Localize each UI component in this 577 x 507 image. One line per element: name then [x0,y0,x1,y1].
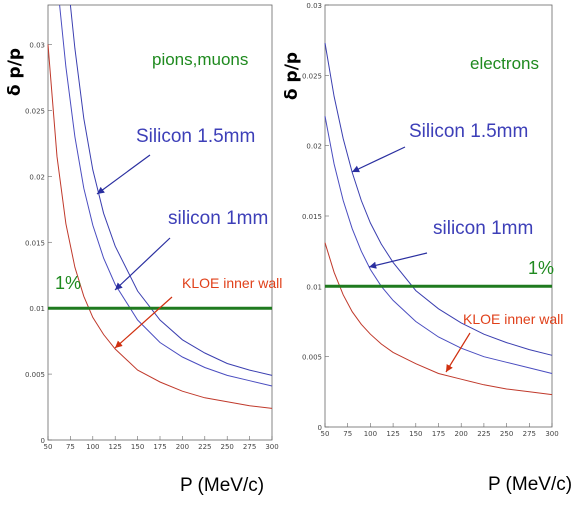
y-tick-label: 0.01 [306,283,322,291]
series-line [69,4,273,376]
x-tick-label: 75 [343,430,352,438]
x-tick-label: 200 [176,443,189,451]
y-tick-label: 0.025 [25,107,45,115]
series-line [324,116,553,374]
x-tick-label: 300 [265,443,278,451]
x-tick-label: 250 [221,443,234,451]
axis-ticks: 50 75 100 125 150 175 200 225 250 275 300 0 0.005 0.0… [25,42,279,451]
series-line [59,4,273,387]
x-tick-label: 200 [455,430,468,438]
y-tick-label: 0.02 [29,173,45,181]
x-tick-label: 300 [545,430,558,438]
y-tick-label: 0 [41,437,45,445]
y-tick-label: 0 [318,424,322,432]
y-tick-label: 0.015 [25,239,45,247]
x-axis-label: P (MeV/c) [180,475,264,496]
annotation-one-percent: 1% [528,258,554,278]
series-line [47,44,273,409]
arrow-kloe [445,332,471,373]
annotation-silicon-1mm: silicon 1mm [433,218,533,239]
annotation-silicon-1-5mm: Silicon 1.5mm [409,121,528,142]
x-tick-label: 150 [131,443,144,451]
x-tick-label: 225 [198,443,211,451]
annotation-one-percent: 1% [55,273,81,293]
x-tick-label: 100 [364,430,377,438]
x-tick-label: 125 [386,430,399,438]
y-tick-label: 0.02 [306,143,322,151]
annotation-pions-muons: pions,muons [152,50,248,69]
arrow-silicon-1-5mm [351,146,406,173]
axis-ticks: 50 75 100 125 150 175 200 225 250 275 300 0 0.005 0.0… [302,2,559,438]
x-tick-label: 275 [243,443,256,451]
arrow-silicon-1-5mm [96,154,151,195]
annotation-silicon-1mm: silicon 1mm [168,208,268,229]
series-line [324,42,553,356]
y-tick-label: 0.01 [29,305,45,313]
x-tick-label: 175 [432,430,445,438]
x-tick-label: 175 [153,443,166,451]
y-tick-label: 0.015 [302,213,322,221]
series-line [324,242,553,396]
y-axis-label: δ p/p [282,52,302,100]
x-tick-label: 50 [321,430,330,438]
y-tick-label: 0.03 [29,42,45,50]
x-tick-label: 50 [44,443,53,451]
x-tick-label: 150 [409,430,422,438]
x-tick-label: 75 [66,443,75,451]
x-tick-label: 125 [109,443,122,451]
arrow-silicon-1mm [114,237,171,291]
y-tick-label: 0.005 [25,371,45,379]
y-tick-label: 0.03 [306,2,322,10]
x-tick-label: 100 [86,443,99,451]
y-axis-label: δ p/p [5,48,25,96]
annotation-kloe: KLOE inner wall [182,275,282,291]
x-tick-label: 225 [477,430,490,438]
arrow-silicon-1mm [368,252,428,269]
x-tick-label: 250 [500,430,513,438]
annotation-silicon-1-5mm: Silicon 1.5mm [136,126,255,147]
arrow-kloe [114,296,173,349]
annotation-electrons: electrons [470,54,539,73]
chart-left: 50 75 100 125 150 175 200 225 250 275 300 0 0.005 0.0… [5,4,282,496]
y-tick-label: 0.025 [302,72,322,80]
x-axis-label: P (MeV/c) [488,474,572,495]
series-group [324,42,553,396]
annotation-kloe: KLOE inner wall [463,311,563,327]
x-tick-label: 275 [523,430,536,438]
y-tick-label: 0.005 [302,354,322,362]
chart-right: 50 75 100 125 150 175 200 225 250 275 300 0 0.005 0.0… [282,2,572,495]
